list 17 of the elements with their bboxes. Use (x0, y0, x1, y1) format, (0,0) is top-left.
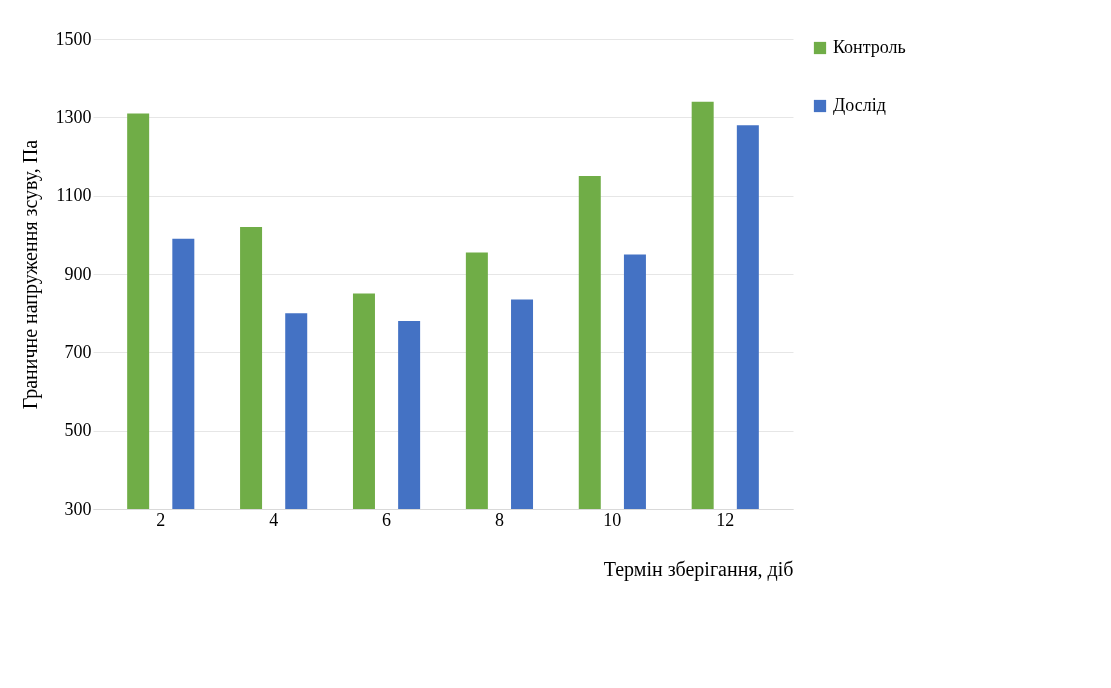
legend-label: Дослід (833, 95, 886, 115)
x-tick-label: 6 (382, 509, 392, 530)
y-tick-label: 1300 (55, 106, 92, 127)
x-tick-label: 12 (716, 509, 735, 530)
y-tick-label: 1100 (56, 185, 92, 206)
x-tick-label: 10 (603, 509, 622, 530)
y-tick-label: 1500 (55, 28, 92, 49)
y-tick-label: 300 (64, 498, 92, 519)
legend-label: Контроль (833, 37, 906, 57)
y-axis-title: Граничне напруження зсуву, Па (18, 139, 42, 410)
x-tick-label: 8 (494, 509, 504, 530)
x-tick-label: 2 (156, 509, 166, 530)
x-axis-title: Термін зберігання, діб (603, 557, 794, 581)
y-tick-label: 900 (64, 263, 92, 284)
y-tick-label: 700 (64, 341, 92, 362)
y-tick-label: 500 (64, 420, 92, 441)
x-tick-label: 4 (269, 509, 279, 530)
